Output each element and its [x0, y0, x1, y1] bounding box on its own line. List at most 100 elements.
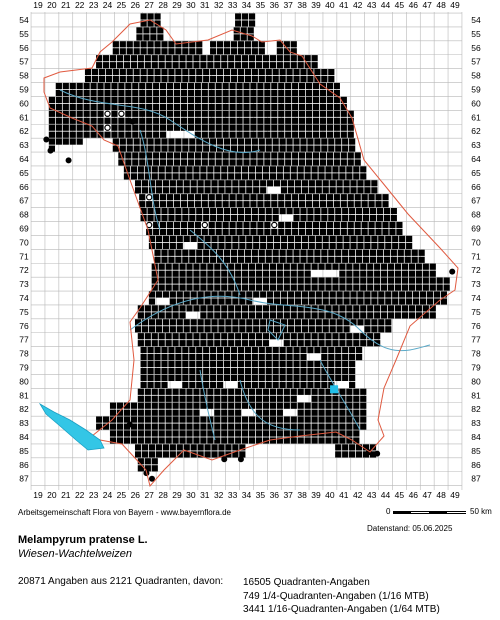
quadrant-square: [215, 117, 222, 124]
quadrant-square: [371, 242, 378, 249]
quadrant-square: [165, 312, 172, 319]
quadrant-square: [242, 277, 249, 284]
quadrant-square: [248, 284, 256, 291]
quadrant-square: [367, 312, 374, 319]
x-axis-label-bottom: 35: [256, 490, 266, 500]
quadrant-square: [354, 152, 361, 159]
quadrant-square: [193, 284, 200, 291]
quadrant-square: [304, 55, 311, 62]
quadrant-square: [404, 256, 411, 263]
credit-text: Arbeitsgemeinschaft Flora von Bayern - w…: [18, 508, 231, 517]
quadrant-square: [292, 131, 299, 138]
river-line: [189, 229, 241, 296]
y-axis-label-right: 86: [471, 460, 481, 470]
quadrant-square: [347, 194, 354, 201]
quadrant-square: [319, 117, 327, 124]
quadrant-square: [187, 152, 194, 159]
quadrant-square: [353, 305, 360, 312]
highlight-square: [330, 385, 339, 394]
quadrant-square: [319, 96, 327, 103]
quadrant-square: [346, 270, 353, 277]
quadrant-square: [123, 173, 131, 180]
y-axis-label-right: 55: [471, 29, 481, 39]
quadrant-square: [329, 235, 336, 242]
quadrant-square: [260, 326, 267, 333]
quadrant-square: [355, 451, 363, 458]
quadrant-square: [158, 430, 165, 437]
quadrant-square: [146, 89, 153, 97]
quadrant-square: [276, 395, 283, 402]
quadrant-square: [357, 319, 364, 326]
quadrant-square: [305, 110, 313, 117]
quadrant-square: [340, 221, 347, 229]
quadrant-square: [134, 444, 142, 451]
quadrant-square: [299, 96, 306, 103]
quadrant-square: [382, 194, 389, 201]
quadrant-square: [119, 138, 126, 145]
quadrant-square: [333, 131, 340, 138]
x-axis-label-bottom: 34: [242, 490, 252, 500]
quadrant-square: [172, 437, 179, 444]
quadrant-square: [342, 354, 349, 361]
quadrant-square: [236, 96, 243, 103]
y-axis-label-left: 68: [19, 210, 29, 220]
quadrant-square: [183, 319, 190, 326]
quadrant-square: [133, 76, 140, 83]
quadrant-square: [221, 62, 228, 69]
x-axis-label-top: 22: [75, 0, 85, 10]
quadrant-square: [162, 187, 169, 194]
quadrant-square: [436, 277, 443, 284]
quadrant-square: [326, 201, 333, 208]
quadrant-square: [222, 82, 229, 90]
quadrant-square: [308, 326, 315, 333]
quadrant-square: [346, 437, 353, 444]
quadrant-square: [225, 235, 232, 242]
quadrant-square: [125, 159, 132, 166]
quadrant-square: [176, 235, 183, 242]
quadrant-square: [253, 291, 260, 298]
y-axis-label-left: 72: [19, 265, 29, 275]
quadrant-square: [312, 124, 320, 131]
quadrant-square: [325, 340, 332, 347]
quadrant-square: [276, 55, 283, 62]
quadrant-square: [194, 228, 201, 236]
quadrant-square: [144, 437, 151, 444]
quadrant-square: [311, 263, 318, 270]
quadrant-square: [211, 242, 218, 249]
quadrant-square: [228, 312, 235, 319]
quadrant-square: [236, 152, 243, 159]
quadrant-square: [230, 249, 238, 256]
quadrant-square: [147, 215, 154, 222]
quadrant-square: [189, 360, 196, 368]
quadrant-square: [235, 166, 242, 173]
quadrant-square: [258, 360, 265, 368]
quadrant-square: [304, 340, 311, 347]
quadrant-square: [273, 235, 281, 242]
quadrant-square: [290, 277, 297, 284]
quadrant-square: [126, 76, 133, 83]
quadrant-square: [109, 62, 117, 69]
quadrant-square: [255, 270, 263, 277]
quadrant-square: [300, 69, 307, 76]
quadrant-square: [255, 62, 263, 69]
quadrant-square: [326, 159, 333, 166]
quadrant-square: [232, 319, 239, 326]
quadrant-square: [96, 423, 103, 430]
quadrant-square: [257, 103, 264, 110]
quadrant-square: [328, 360, 335, 368]
quadrant-square: [225, 180, 232, 187]
quadrant-square: [267, 180, 274, 187]
quadrant-square: [250, 131, 257, 138]
quadrant-square: [279, 76, 286, 83]
quadrant-square: [283, 395, 290, 402]
quadrant-square: [376, 256, 384, 263]
quadrant-square: [250, 194, 257, 201]
quadrant-square: [340, 96, 347, 103]
quadrant-square: [161, 76, 168, 83]
quadrant-square: [104, 96, 111, 103]
quadrant-square: [353, 173, 360, 180]
quadrant-square: [236, 159, 243, 166]
quadrant-square: [211, 319, 218, 326]
quadrant-square: [342, 347, 349, 354]
quadrant-square: [260, 187, 267, 194]
